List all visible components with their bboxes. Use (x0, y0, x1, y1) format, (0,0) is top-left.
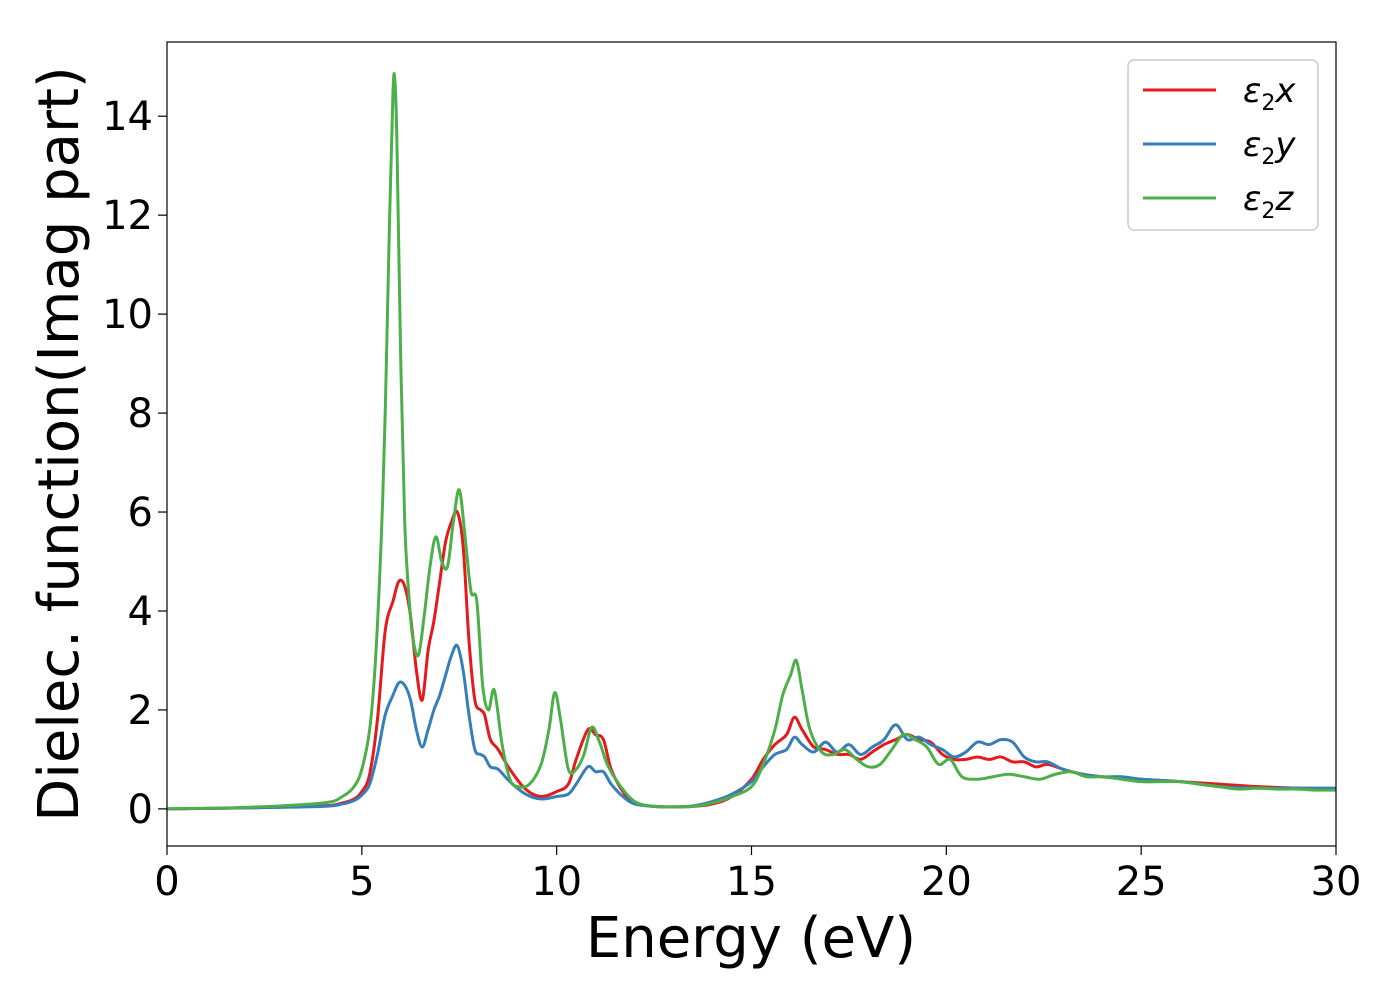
y-tick-label: 0 (128, 787, 153, 833)
y-tick-label: 10 (102, 292, 153, 338)
series-line-z (167, 72, 1336, 811)
x-axis: 0 5 10 15 20 25 30 (154, 846, 1361, 905)
y-tick-label: 2 (128, 688, 153, 734)
y-axis: 0 2 4 6 8 10 12 14 (102, 94, 167, 833)
legend-entry-x: ε2x (1243, 71, 1296, 116)
x-axis-label: Energy (eV) (586, 906, 916, 971)
legend-box (1127, 59, 1319, 231)
y-tick-label: 12 (102, 193, 153, 239)
y-tick-label: 6 (128, 490, 153, 536)
series-lines (167, 72, 1336, 811)
x-tick-label: 10 (531, 859, 582, 905)
legend: ε2x ε2y ε2z (1127, 59, 1319, 231)
legend-entry-z: ε2z (1243, 179, 1294, 224)
x-tick-label: 5 (349, 859, 374, 905)
y-axis-label: Dielec. function(Imag part) (27, 66, 92, 822)
y-tick-label: 4 (128, 589, 153, 635)
x-tick-label: 30 (1311, 859, 1362, 905)
x-tick-label: 20 (921, 859, 972, 905)
y-tick-label: 8 (128, 391, 153, 437)
x-tick-label: 0 (154, 859, 179, 905)
y-tick-label: 14 (102, 94, 153, 140)
x-tick-label: 25 (1116, 859, 1167, 905)
x-tick-label: 15 (726, 859, 777, 905)
legend-entry-y: ε2y (1243, 125, 1296, 170)
